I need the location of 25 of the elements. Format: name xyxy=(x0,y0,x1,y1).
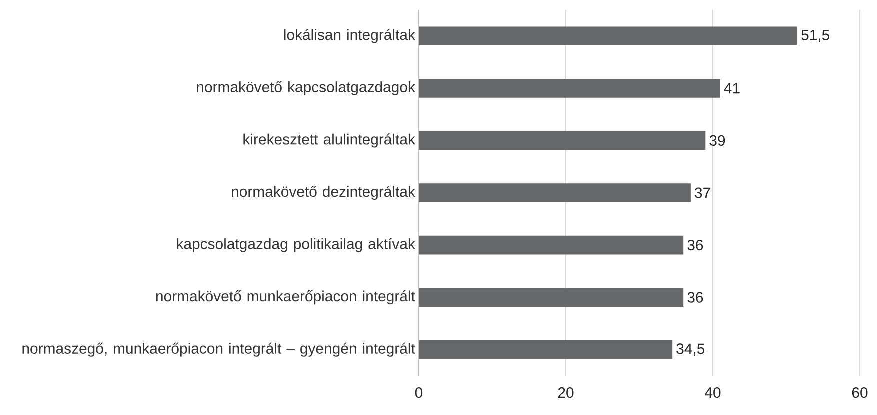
data-label: 36 xyxy=(688,240,704,251)
y-tick-label: normakövető dezintegráltak xyxy=(232,186,416,200)
y-tick-label: normakövető kapcsolatgazdagok xyxy=(197,81,416,96)
y-tick-label: kapcsolatgazdag politikailag aktívak xyxy=(177,238,416,252)
data-label: 41 xyxy=(724,83,740,94)
bar xyxy=(419,236,684,255)
y-tick-label: normakövető munkaerőpiacon integrált xyxy=(156,290,416,305)
data-label: 34,5 xyxy=(676,344,705,356)
data-label: 37 xyxy=(695,188,710,198)
bar xyxy=(419,340,673,360)
bar xyxy=(419,26,798,46)
y-tick-label: normaszegő, munkaerőpiacon integrált – gyengén integrált xyxy=(22,342,416,357)
y-tick-label: kirekesztett alulintegráltak xyxy=(244,134,416,148)
data-label: 36 xyxy=(688,292,704,303)
x-tick-label: 40 xyxy=(705,388,721,398)
data-label: 51,5 xyxy=(802,30,830,42)
bar xyxy=(419,131,706,150)
x-tick-label: 0 xyxy=(415,388,423,398)
data-label: 39 xyxy=(710,135,726,146)
bar xyxy=(419,79,720,98)
y-tick-label: lokálisan integráltak xyxy=(284,29,416,44)
bar xyxy=(419,184,691,202)
x-tick-label: 60 xyxy=(852,388,868,398)
bar xyxy=(419,288,684,307)
x-tick-label: 20 xyxy=(558,388,574,398)
